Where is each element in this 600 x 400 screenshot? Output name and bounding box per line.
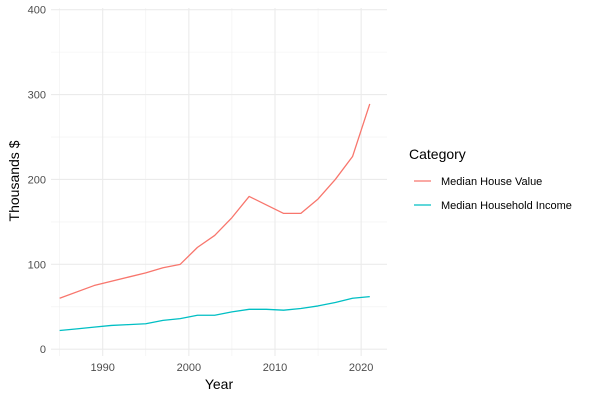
y-tick-label: 100 — [28, 259, 46, 271]
y-axis-ticks: 0 100 200 300 400 — [28, 5, 46, 357]
x-tick-label: 1990 — [90, 362, 114, 374]
y-tick-label: 200 — [28, 174, 46, 186]
grid-major — [51, 8, 387, 356]
grid-minor — [51, 8, 387, 356]
y-tick-label: 300 — [28, 90, 46, 102]
series-line-median-house-value — [59, 103, 371, 299]
x-tick-label: 2020 — [349, 362, 373, 374]
legend-label-median-house-value: Median House Value — [441, 176, 542, 188]
x-axis-ticks: 1990 2000 2010 2020 — [90, 362, 373, 374]
x-tick-label: 2000 — [177, 362, 201, 374]
x-tick-label: 2010 — [263, 362, 287, 374]
y-axis-title: Thousands $ — [6, 140, 22, 221]
legend: Category Median House Value Median Househ… — [409, 146, 572, 212]
legend-label-median-household-income: Median Household Income — [441, 200, 572, 212]
y-tick-label: 400 — [28, 5, 46, 17]
series-line-median-household-income — [59, 295, 370, 332]
y-tick-label: 0 — [40, 344, 46, 356]
legend-items: Median House Value Median Household Incom… — [414, 176, 572, 212]
series-lines — [59, 103, 371, 332]
x-axis-title: Year — [205, 376, 234, 392]
legend-title: Category — [409, 146, 466, 162]
